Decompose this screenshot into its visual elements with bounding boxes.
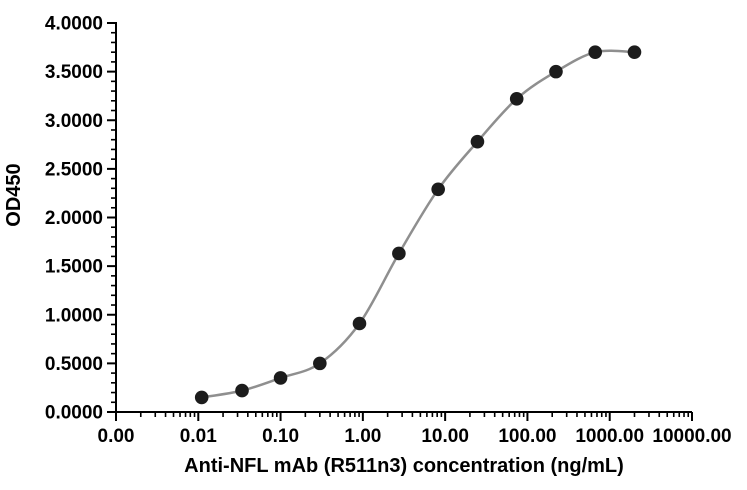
x-tick-label: 1000.00 <box>575 426 644 447</box>
y-tick-label: 4.0000 <box>45 14 103 35</box>
y-axis-title: OD450 <box>3 163 25 226</box>
data-point <box>352 316 367 331</box>
data-point <box>549 64 563 79</box>
x-tick-label: 0.01 <box>180 426 217 447</box>
data-point <box>273 371 288 385</box>
x-tick-label: 10000.00 <box>652 426 731 447</box>
x-tick-label: 100.00 <box>498 426 556 447</box>
y-tick-label: 3.0000 <box>45 111 103 132</box>
x-tick-label: 0.10 <box>262 426 299 447</box>
y-tick-label: 3.5000 <box>45 62 103 83</box>
x-tick-label: 0.00 <box>98 426 135 447</box>
data-point <box>627 45 642 59</box>
x-axis-title: Anti-NFL mAb (R511n3) concentration (ng/… <box>184 455 624 477</box>
data-point <box>470 134 485 149</box>
y-tick-label: 0.5000 <box>45 354 103 375</box>
y-tick-label: 2.0000 <box>45 208 103 229</box>
plot-area: 0.0000 0.5000 1.0000 1.5000 2.0000 2.5000 3.00… <box>45 14 732 448</box>
data-point <box>588 45 603 59</box>
x-tick-label: 1.00 <box>344 426 381 447</box>
data-point <box>431 182 445 197</box>
y-tick-label: 1.0000 <box>45 305 103 326</box>
y-tick-label: 2.5000 <box>45 159 103 180</box>
y-tick-label: 1.5000 <box>45 257 103 278</box>
fit-curve <box>200 49 636 399</box>
x-tick-label: 10.00 <box>421 426 469 447</box>
data-point <box>235 383 249 398</box>
data-point <box>313 356 327 371</box>
data-point <box>392 246 406 261</box>
data-point <box>509 92 524 106</box>
data-point <box>194 390 209 405</box>
y-tick-label: 0.0000 <box>45 403 103 424</box>
